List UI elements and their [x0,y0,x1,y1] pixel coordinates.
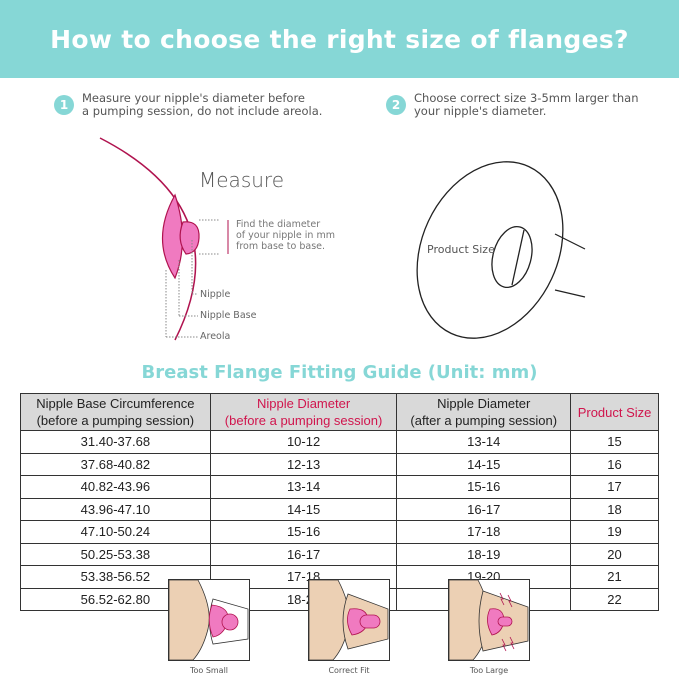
table-cell: 10-12 [209,430,398,454]
table-cell: 22 [570,587,659,611]
areola-shape [161,193,184,280]
column-header: Product Size [570,393,659,431]
table-cell: 47.10-50.24 [20,520,211,544]
table-cell: 17-18 [396,520,572,544]
measure-instruction: Find the diameter of your nipple in mm f… [236,219,335,252]
header-line: Nipple Diameter [437,396,531,411]
label-areola: Areola [200,331,231,342]
table-cell: 18-19 [396,542,572,566]
step-2: 2 Choose correct size 3-5mm larger than … [386,92,639,118]
table-cell: 20 [570,542,659,566]
table-cell: 12-13 [209,452,398,476]
nipple-shape [179,221,200,255]
too-small-illustration [168,579,250,661]
page-title: How to choose the right size of flanges? [50,24,629,54]
header-line: Nipple Base Circumference [36,396,195,411]
table-cell: 40.82-43.96 [20,475,211,499]
table-cell: 15-16 [209,520,398,544]
step-text: Choose correct size 3-5mm larger than yo… [414,92,639,118]
title-banner: How to choose the right size of flanges? [0,0,679,78]
step-1: 1 Measure your nipple's diameter before … [54,92,322,118]
too-small-label: Too Small [189,666,229,675]
table-cell: 16-17 [209,542,398,566]
too-large-illustration [448,579,530,661]
table-cell: 21 [570,565,659,589]
step-number-badge: 2 [386,95,406,115]
column-header: Nipple Base Circumference (before a pumpi… [20,393,211,431]
correct-fit-illustration [308,579,390,661]
breast-measure-illustration [99,137,229,341]
flange-opening [491,226,533,288]
table-cell: 50.25-53.38 [20,542,211,566]
flange-illustration [416,161,586,339]
table-cell: 16 [570,452,659,476]
instruction-line: Find the diameter [236,219,321,230]
header-line: (after a pumping session) [410,413,558,428]
instruction-line: from base to base. [236,241,326,252]
table-row: 37.68-40.82 12-13 14-15 16 [20,452,659,476]
column-header: Nipple Diameter (before a pumping session… [209,393,398,431]
step-text-line: your nipple's diameter. [414,104,547,118]
step-text-line: Measure your nipple's diameter before [82,91,306,105]
table-row: 47.10-50.24 15-16 17-18 19 [20,520,659,544]
step-text-line: Choose correct size 3-5mm larger than [414,91,639,105]
table-row: 43.96-47.10 14-15 16-17 18 [20,497,659,521]
table-row: 50.25-53.38 16-17 18-19 20 [20,542,659,566]
table-header-row: Nipple Base Circumference (before a pumpi… [20,393,659,431]
instruction-line: of your nipple in mm [236,230,335,241]
table-cell: 56.52-62.80 [20,587,211,611]
label-nipple-base: Nipple Base [200,310,257,321]
table-cell: 13-14 [396,430,572,454]
table-cell: 37.68-40.82 [20,452,211,476]
table-row: 40.82-43.96 13-14 15-16 17 [20,475,659,499]
column-header: Nipple Diameter (after a pumping session) [396,393,572,431]
table-cell: 19 [570,520,659,544]
table-cell: 18 [570,497,659,521]
table-cell: 17 [570,475,659,499]
fitting-guide-table: Nipple Base Circumference (before a pumpi… [20,393,659,611]
pain-spark-icon [499,592,515,652]
header-line: (before a pumping session) [36,413,195,428]
table-cell: 15 [570,430,659,454]
measure-heading: Measure [199,168,284,192]
table-cell: 14-15 [209,497,398,521]
too-large-label: Too Large [469,666,509,675]
table-cell: 16-17 [396,497,572,521]
label-nipple: Nipple [200,289,231,300]
correct-fit-label: Correct Fit [328,666,370,675]
guide-title: Breast Flange Fitting Guide (Unit: mm) [141,362,538,383]
size-arrow [511,229,525,286]
table-row: 31.40-37.68 10-12 13-14 15 [20,430,659,454]
header-line: Nipple Diameter [256,396,351,411]
step-number-badge: 1 [54,95,74,115]
step-text-line: a pumping session, do not include areola… [82,104,323,118]
table-cell: 14-15 [396,452,572,476]
table-cell: 15-16 [396,475,572,499]
flange-rim [416,161,564,339]
table-cell: 31.40-37.68 [20,430,211,454]
product-size-label: Product Size [427,243,495,256]
header-line: (before a pumping session) [224,413,383,428]
table-cell: 43.96-47.10 [20,497,211,521]
step-text: Measure your nipple's diameter before a … [82,92,322,118]
table-cell: 13-14 [209,475,398,499]
